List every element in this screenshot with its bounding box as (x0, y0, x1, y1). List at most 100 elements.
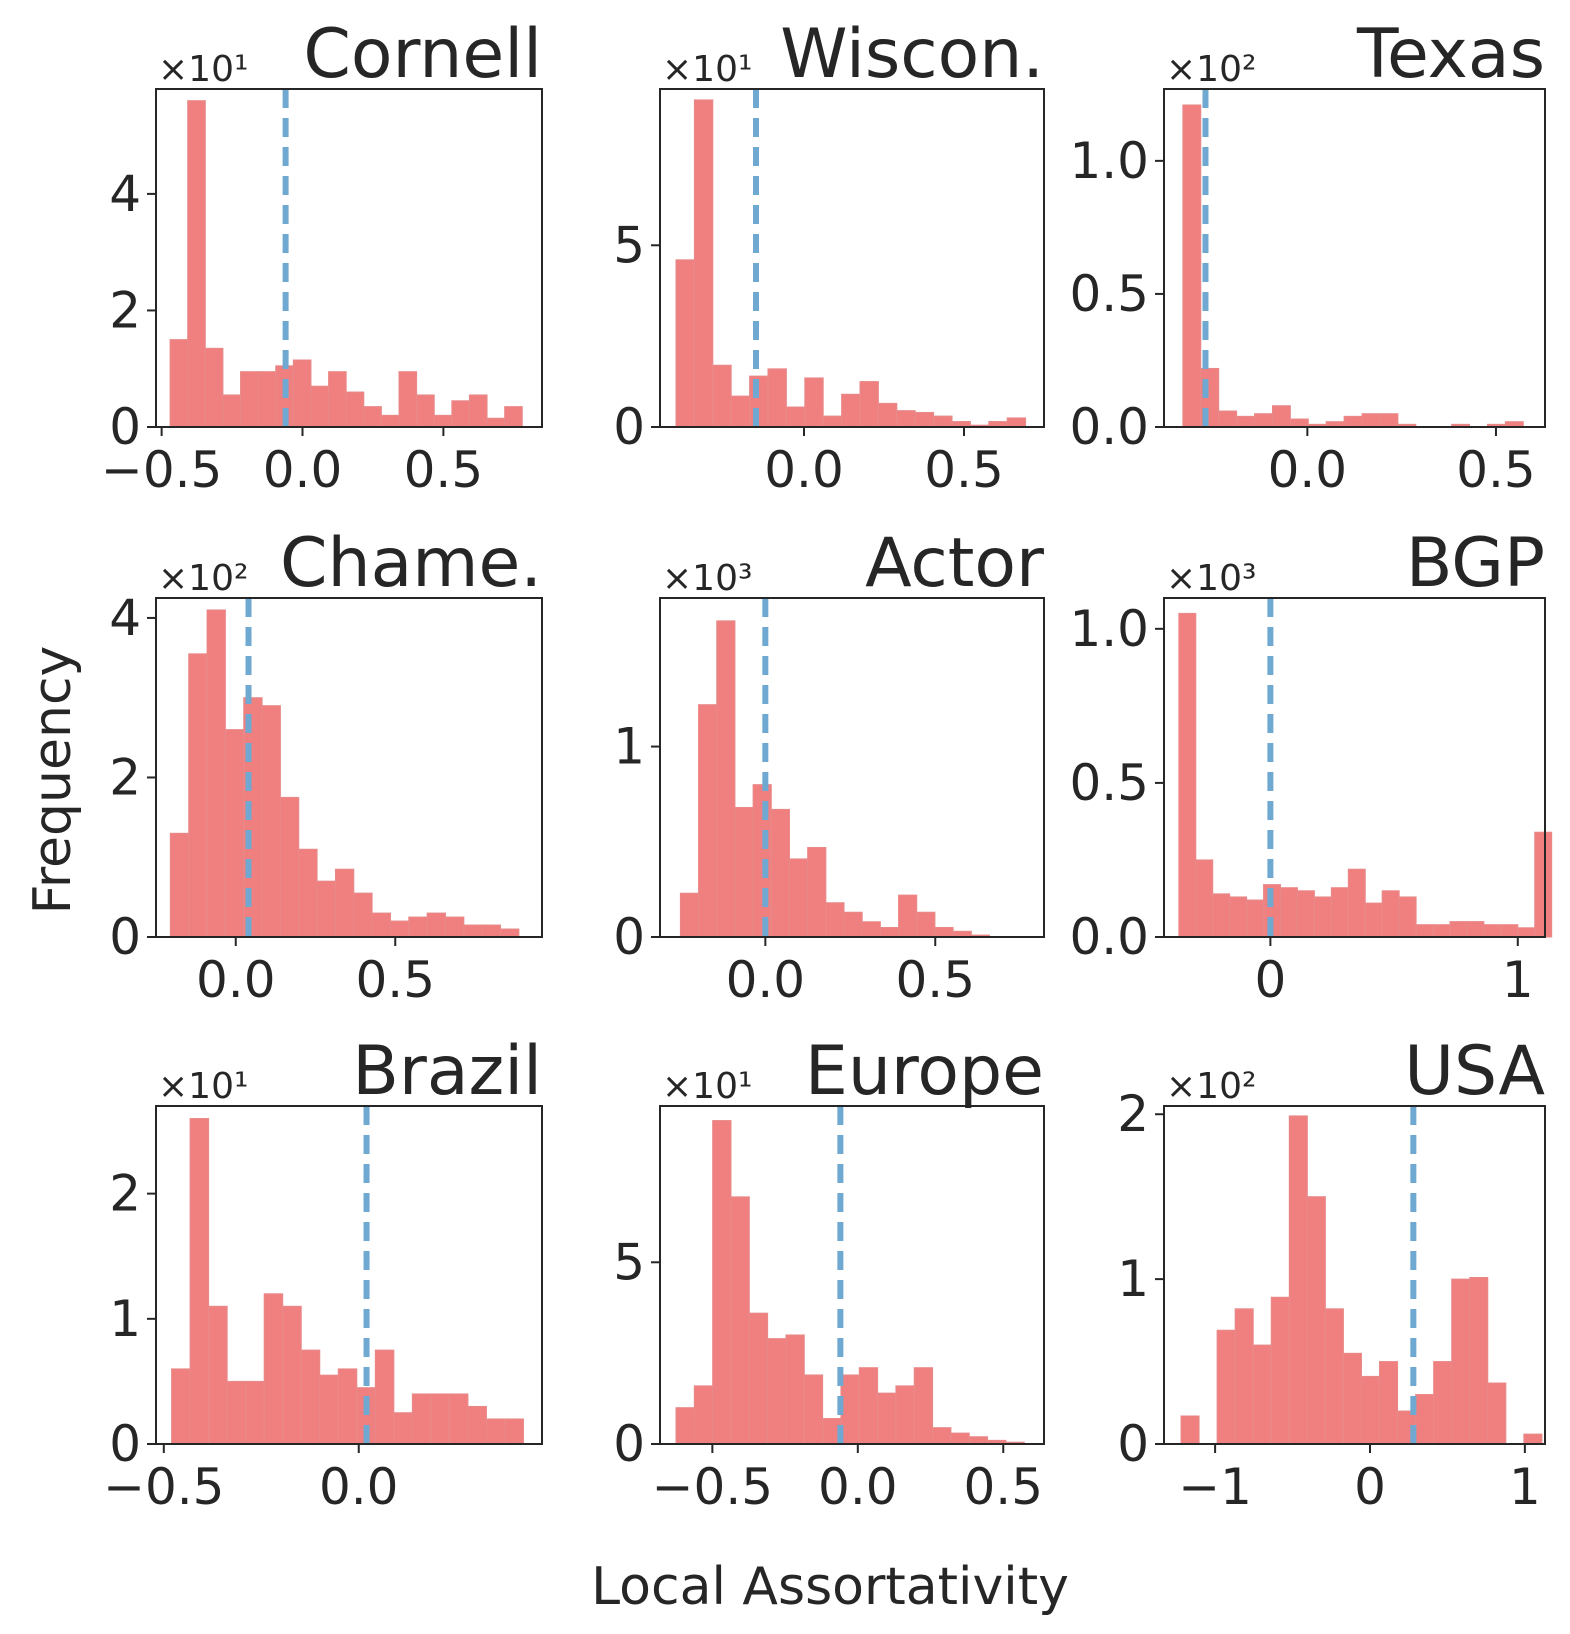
histogram-bar (1451, 1278, 1471, 1445)
histogram-bar (226, 1380, 247, 1445)
histogram-bar (1280, 887, 1298, 938)
y-tick-label: 0 (1117, 1415, 1149, 1473)
y-tick-label: 0 (613, 398, 645, 456)
histogram-bar (1252, 1344, 1272, 1445)
panel-wiscon: 0.0 0.5 0 5 ×10¹ Wiscon. (613, 15, 1045, 499)
histogram-bar (300, 1349, 321, 1445)
histogram-bar (748, 1312, 769, 1445)
x-tick-label: 0.5 (964, 1458, 1044, 1516)
x-tick-label: 1 (1509, 1458, 1541, 1516)
histogram-bar (1433, 1361, 1453, 1445)
histogram-bar (1182, 104, 1202, 428)
histogram-bar (224, 729, 245, 938)
histogram-bar (730, 1196, 750, 1445)
panel-texas: 0.0 0.5 0.0 0.5 1.0 ×10² Texas (1069, 15, 1546, 499)
histogram-bar (859, 381, 879, 428)
histogram-bar (1487, 1382, 1507, 1445)
histogram-bar (770, 808, 790, 938)
histogram-bar (1534, 831, 1553, 938)
panel-title: Actor (865, 524, 1044, 603)
histogram-bar (803, 1374, 824, 1445)
histogram-bar (1006, 417, 1027, 428)
x-tick-label: 0.0 (196, 951, 276, 1009)
histogram-bar (767, 368, 787, 428)
histogram-bar (222, 394, 242, 428)
histogram-bar (261, 705, 281, 938)
histogram-bar (1195, 859, 1214, 938)
histogram-bar (1330, 887, 1349, 938)
histogram-bar (675, 259, 695, 428)
histogram-bar (319, 1374, 339, 1445)
histogram-bar (1415, 1394, 1435, 1445)
figure-x-axis-label: Local Assortativity (591, 1557, 1069, 1617)
axes-frame (155, 597, 543, 938)
histogram-bar (841, 393, 861, 428)
histogram-bar (877, 1392, 897, 1445)
histogram-bar (500, 928, 520, 938)
panel-usa: −1 0 1 0 1 2 ×10² USA (1117, 1032, 1546, 1516)
axes-frame (1163, 597, 1546, 938)
histogram-bar (788, 858, 809, 938)
x-tick-label: 0.0 (1268, 441, 1348, 499)
histogram-bar (334, 868, 355, 938)
histogram-bar (485, 1418, 506, 1445)
histogram-bar (785, 406, 806, 428)
histogram-bar (1415, 924, 1434, 938)
histogram-bar (1178, 612, 1197, 938)
histogram-bar (1483, 924, 1502, 938)
histogram-bar (310, 385, 330, 428)
axes-frame (659, 88, 1045, 428)
axes-frame (1163, 88, 1546, 428)
panel-brazil: −0.5 0.0 0 1 2 ×10¹ Brazil (103, 1032, 543, 1516)
histogram-bar (257, 371, 277, 428)
histogram-bar (840, 1374, 860, 1445)
histogram-bar (1246, 899, 1265, 938)
histogram-bar (363, 406, 382, 428)
y-scale-exponent: ×10² (1166, 1066, 1256, 1107)
histogram-bar (895, 1385, 915, 1445)
axes-frame (155, 1105, 543, 1445)
histogram-bar (934, 926, 954, 938)
histogram-bar (451, 400, 470, 428)
histogram-bar (693, 1385, 714, 1445)
histogram-bar (675, 1407, 695, 1445)
histogram-bar (932, 1427, 952, 1445)
histogram-bar (389, 920, 410, 938)
y-tick-label: 0.5 (1069, 754, 1149, 812)
histogram-bar (1517, 927, 1536, 938)
histogram-bar (380, 414, 400, 428)
histogram-bar (734, 806, 754, 938)
histogram-bar (263, 1293, 284, 1445)
histogram-bar (188, 653, 208, 938)
histogram-bar (245, 1380, 265, 1445)
histogram-bar (416, 394, 435, 428)
histogram-bar (426, 912, 446, 938)
histogram-bar (279, 796, 300, 938)
histogram-bar (1271, 405, 1291, 428)
y-tick-label: 0.0 (1069, 398, 1149, 456)
histogram-bar (752, 784, 772, 938)
x-tick-label: 0 (1254, 951, 1286, 1009)
y-tick-label: 4 (109, 589, 141, 647)
panels: −0.5 0.0 0.5 0 2 4 ×10¹ Cornell 0.0 0.5 0 5 ×10¹ Wisc… (101, 15, 1553, 1516)
histogram-bar (1218, 410, 1238, 428)
x-tick-label: −1 (1178, 1458, 1252, 1516)
panel-cornell: −0.5 0.0 0.5 0 2 4 ×10¹ Cornell (101, 15, 543, 499)
y-scale-exponent: ×10² (1166, 49, 1256, 90)
axes-frame (659, 597, 1045, 938)
y-scale-exponent: ×10¹ (662, 49, 752, 90)
histogram-bar (169, 339, 189, 428)
histogram-bar (1500, 924, 1519, 938)
histogram-bar (950, 1432, 970, 1445)
histogram-bar (1180, 1415, 1200, 1445)
y-tick-label: 0 (109, 398, 141, 456)
y-tick-label: 4 (109, 165, 141, 223)
x-tick-label: 0.5 (404, 441, 484, 499)
panel-chame: 0.0 0.5 0 2 4 ×10² Chame. (109, 524, 543, 1009)
histogram-bar (698, 704, 718, 938)
histogram-bar (822, 415, 843, 428)
y-scale-exponent: ×10³ (1166, 558, 1256, 599)
x-tick-label: 0 (1354, 1458, 1386, 1516)
panel-title: Europe (805, 1032, 1044, 1111)
histogram-bar (767, 1338, 787, 1445)
